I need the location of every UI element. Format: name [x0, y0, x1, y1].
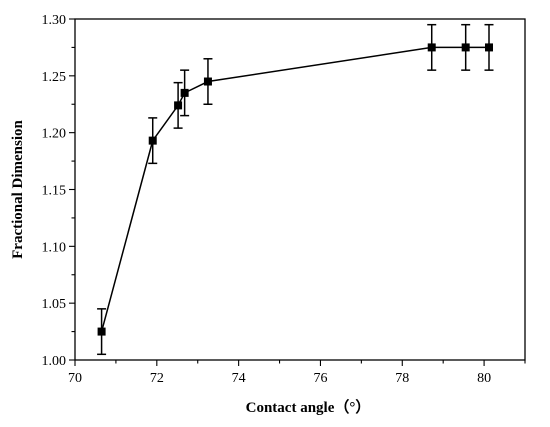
plot-border: [74, 18, 526, 361]
data-point: [148, 136, 157, 145]
y-tick-label: 1.20: [42, 127, 67, 142]
y-tick-label: 1.00: [42, 354, 67, 369]
data-point: [461, 43, 470, 52]
y-tick-label: 1.25: [42, 70, 67, 85]
y-tick-label: 1.05: [42, 297, 67, 312]
x-tick-label: 80: [477, 371, 491, 386]
data-point: [427, 43, 436, 52]
y-axis: 1.00 1.05 1.10 1.15 1.20 1.25 1.30: [42, 13, 75, 369]
x-axis: 70 72 74 76 78 80: [68, 360, 526, 386]
data-point: [97, 327, 106, 336]
y-tick-label: 1.15: [42, 184, 67, 199]
y-tick-label: 1.10: [42, 240, 67, 255]
data-point: [174, 101, 183, 110]
y-tick-label: 1.30: [42, 13, 67, 28]
series: [97, 23, 494, 356]
x-axis-title: Contact angle（°）: [246, 398, 371, 416]
series-line: [100, 46, 489, 332]
x-tick-label: 70: [68, 371, 82, 386]
data-point: [485, 43, 493, 52]
x-tick-label: 74: [232, 371, 246, 386]
data-point: [180, 88, 189, 97]
data-point: [203, 77, 212, 86]
y-axis-title: Fractional Dimension: [10, 119, 26, 258]
plot-frame: [74, 18, 526, 361]
x-tick-label: 78: [395, 371, 409, 386]
x-tick-label: 76: [313, 371, 327, 386]
x-tick-label: 72: [150, 371, 164, 386]
